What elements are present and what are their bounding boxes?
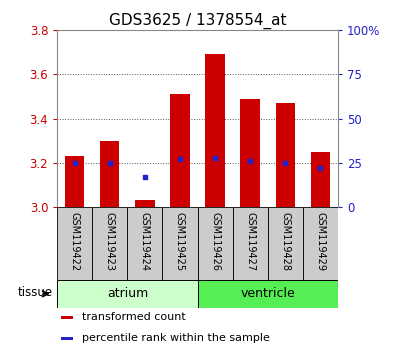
Bar [57,280,198,308]
Bar [92,207,127,280]
Point [107,160,113,166]
Point [177,156,183,162]
Bar [275,103,295,207]
Bar [65,156,85,207]
Bar [303,207,338,280]
Text: GSM119428: GSM119428 [280,212,290,272]
Point [71,160,78,166]
Bar [241,99,260,207]
Bar [267,207,303,280]
Bar [198,280,338,308]
Text: GSM119422: GSM119422 [70,212,80,272]
Bar [61,316,73,319]
Point [317,165,324,171]
Text: GSM119425: GSM119425 [175,212,185,272]
Bar [127,207,162,280]
Bar [162,207,198,280]
Text: GSM119426: GSM119426 [210,212,220,272]
Bar [135,200,154,207]
Title: GDS3625 / 1378554_at: GDS3625 / 1378554_at [109,12,286,29]
Text: GSM119427: GSM119427 [245,212,255,272]
Bar [205,55,225,207]
Bar [233,207,267,280]
Point [212,155,218,160]
Text: ventricle: ventricle [240,287,295,300]
Text: GSM119424: GSM119424 [140,212,150,272]
Text: percentile rank within the sample: percentile rank within the sample [81,333,269,343]
Point [282,160,288,166]
Text: tissue: tissue [17,286,52,299]
Bar [100,141,120,207]
Bar [198,207,233,280]
Point [247,158,253,164]
Bar [57,207,92,280]
Bar [310,152,330,207]
Text: GSM119429: GSM119429 [315,212,325,272]
Bar [61,337,73,340]
Bar [170,94,190,207]
Point [142,174,148,180]
Text: transformed count: transformed count [81,312,185,321]
Text: atrium: atrium [107,287,148,300]
Text: GSM119423: GSM119423 [105,212,115,272]
